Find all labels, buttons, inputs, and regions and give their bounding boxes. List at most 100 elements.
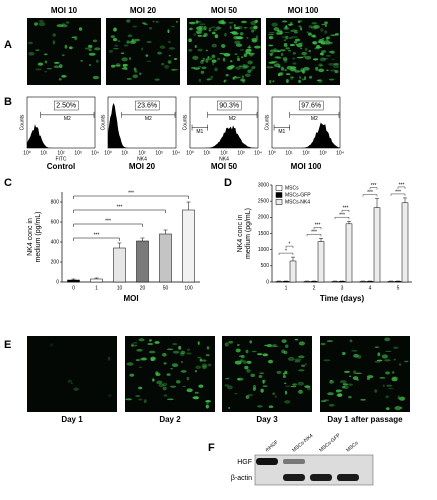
cell [161, 352, 167, 357]
cell [129, 40, 137, 44]
cell [223, 79, 226, 83]
cell [334, 70, 339, 74]
cell [236, 344, 240, 346]
cell [385, 395, 389, 399]
cell [326, 36, 329, 41]
cell [171, 25, 176, 28]
cell [112, 38, 118, 42]
x-tick-label: 10¹ [285, 150, 293, 156]
cell [92, 75, 99, 80]
sig-bracket [362, 194, 378, 197]
cell [379, 376, 386, 379]
bar [394, 281, 402, 283]
y-tick-label: 400 [51, 239, 60, 245]
cell [171, 69, 176, 71]
cell [326, 55, 331, 57]
cell [192, 396, 200, 400]
cell [166, 348, 174, 351]
cell [200, 70, 205, 74]
bar [345, 223, 353, 283]
sig-label: *** [94, 232, 100, 238]
cell [146, 41, 152, 43]
legend-label: MSCs-GFP [285, 192, 311, 198]
cell [330, 34, 337, 37]
y-axis-label: NK4 conc in [237, 215, 244, 253]
cell [240, 78, 246, 82]
cell [290, 385, 297, 388]
cell [43, 53, 48, 56]
y-tick-label: 1000 [258, 247, 269, 253]
panel-label: A [4, 39, 12, 51]
cell [304, 363, 308, 365]
error-bar [347, 220, 351, 224]
y-tick-label: 800 [51, 199, 60, 205]
sig-bracket [369, 187, 378, 190]
cell [167, 29, 170, 34]
cell [70, 382, 73, 385]
x-tick-label: 2 [313, 285, 316, 291]
cell [216, 26, 221, 30]
cell [239, 359, 244, 363]
bar [182, 209, 195, 283]
cell [228, 340, 234, 344]
sig-label: *** [395, 189, 401, 195]
cell [211, 31, 216, 35]
cell [284, 400, 291, 404]
error-bar [319, 238, 323, 242]
cell [382, 384, 385, 387]
cell [319, 64, 324, 67]
sig-bracket [341, 210, 350, 213]
cell [225, 73, 229, 77]
cell [269, 53, 273, 57]
cell [126, 40, 130, 44]
cell [194, 391, 199, 394]
image-caption: MOI 20 [130, 6, 157, 15]
cell [399, 396, 406, 401]
cell [154, 78, 160, 81]
cell [206, 346, 210, 350]
x-tick-label: 10⁴ [91, 150, 99, 156]
cell [384, 337, 391, 342]
cell [355, 372, 362, 375]
sig-bracket [306, 234, 322, 237]
sig-bracket [73, 223, 143, 227]
cell [294, 70, 300, 73]
cell [308, 49, 311, 53]
cell [159, 45, 166, 49]
cell [121, 67, 128, 70]
cell [65, 21, 70, 24]
row-label: β-actin [231, 475, 252, 482]
cell [175, 20, 178, 23]
cell [293, 32, 299, 34]
cell [196, 26, 203, 31]
cell [277, 66, 281, 68]
cell [52, 33, 56, 37]
cell [266, 66, 273, 69]
cell [201, 359, 207, 362]
error-bar [71, 278, 76, 280]
band [283, 474, 305, 481]
cell [333, 63, 339, 66]
cell [211, 54, 216, 59]
cell [351, 350, 358, 352]
cell [321, 50, 327, 53]
cell [291, 36, 298, 38]
cell [67, 379, 73, 383]
micrograph [320, 336, 410, 412]
cell [58, 78, 62, 81]
percent-box [54, 100, 79, 111]
cell [329, 69, 336, 72]
x-tick-label: 10³ [237, 150, 245, 156]
cell [391, 377, 398, 382]
cell [335, 389, 343, 393]
cell [298, 25, 302, 28]
percent-box [134, 100, 160, 111]
cell [128, 57, 132, 61]
cell [138, 398, 143, 401]
cell [387, 387, 394, 390]
cell [287, 356, 295, 361]
y-tick-label: 3000 [258, 182, 269, 188]
cell [280, 66, 285, 71]
y-tick-label: 0 [266, 279, 269, 285]
cell [385, 407, 390, 411]
